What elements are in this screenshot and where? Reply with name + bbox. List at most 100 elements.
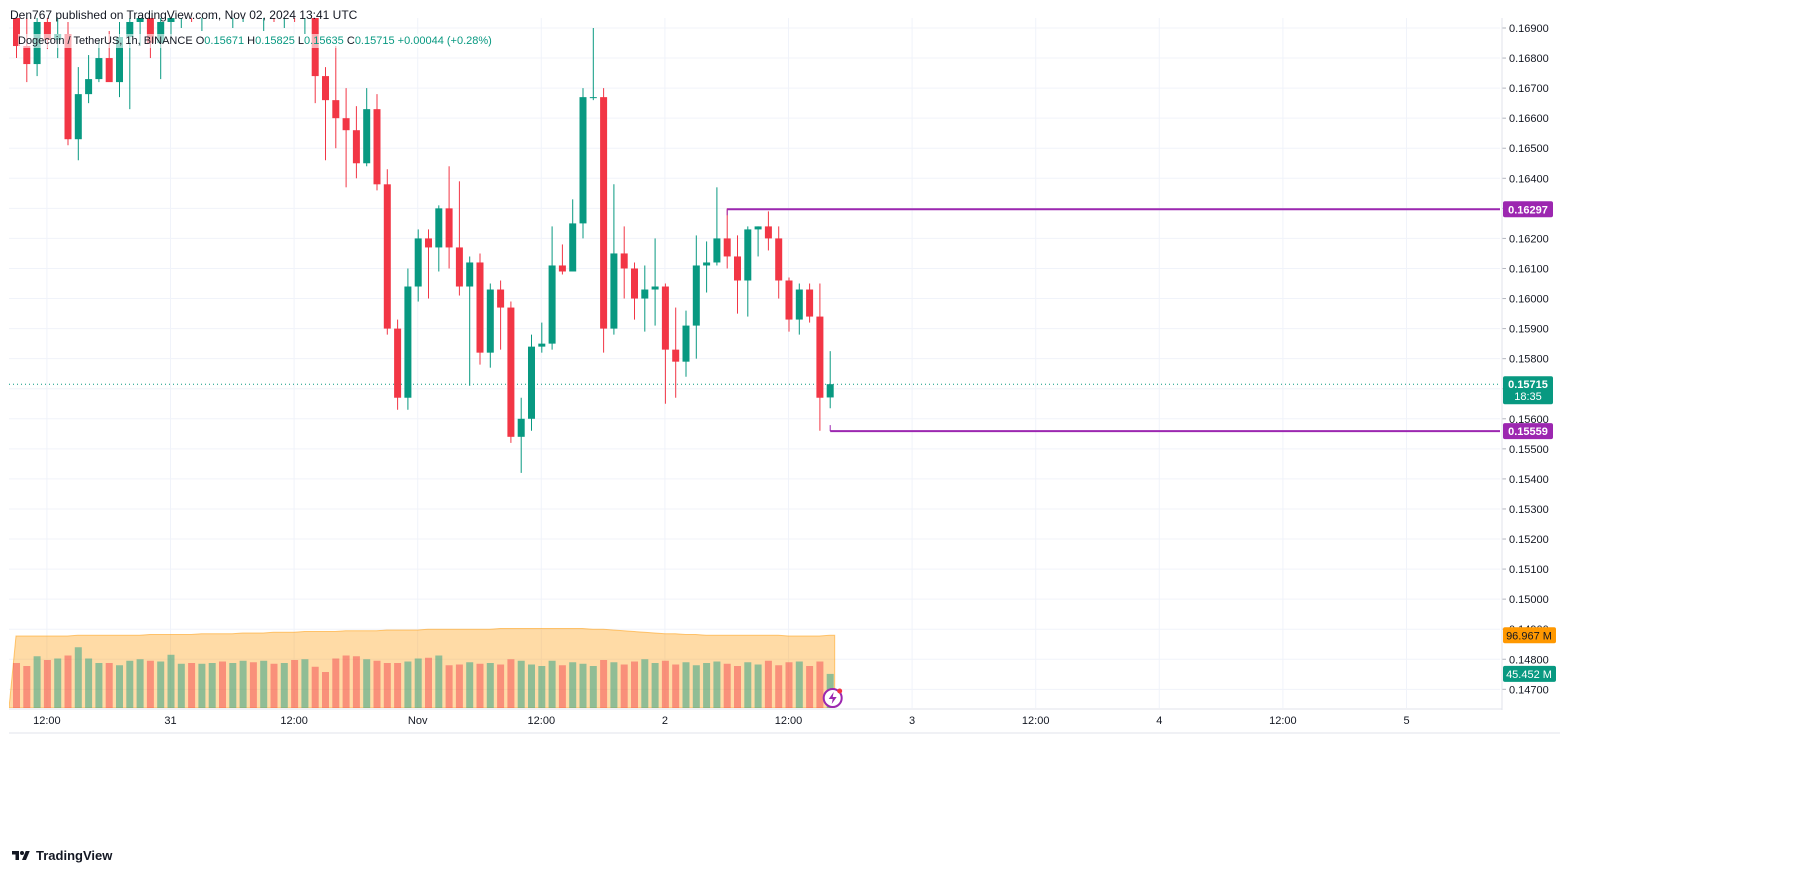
volume-bar: [445, 665, 453, 708]
volume-bar: [497, 664, 505, 708]
volume-bar: [95, 663, 103, 708]
volume-bar: [291, 660, 299, 708]
candle-body: [250, 0, 257, 4]
candle-body: [373, 109, 381, 185]
candle-body: [692, 265, 700, 326]
volume-bar: [620, 664, 628, 708]
low-label: L: [297, 35, 305, 47]
candle-body: [219, 0, 226, 7]
volume-ma-area: [9, 628, 836, 708]
volume-bar: [167, 654, 175, 708]
volume-bar: [219, 661, 226, 708]
volume-bar: [229, 663, 237, 708]
resistance-price-badge: [1503, 201, 1553, 218]
tradingview-footer[interactable]: TradingView: [10, 848, 112, 863]
volume-bar: [23, 666, 31, 708]
volume-bar: [569, 662, 577, 708]
y-tick-label: 0.15600: [1509, 414, 1549, 426]
volume-bar: [74, 647, 82, 708]
candle-body: [569, 223, 577, 272]
candle-body: [775, 238, 783, 281]
candle-body: [281, 1, 288, 7]
volume-bar: [764, 660, 772, 708]
candle-body: [486, 289, 494, 353]
volume-bar: [425, 657, 432, 708]
countdown-label: 18:35: [1514, 391, 1542, 403]
volume-bar: [579, 663, 587, 708]
y-tick-label: 0.15800: [1509, 354, 1549, 366]
volume-bar: [589, 666, 597, 708]
y-tick-label: 0.16000: [1509, 294, 1549, 306]
volume-bar: [332, 658, 340, 708]
candle-body: [157, 21, 165, 44]
candle-body: [682, 325, 690, 362]
candle-body: [425, 238, 432, 248]
volume-bar: [136, 659, 144, 708]
candle-body: [74, 94, 82, 140]
candle-body: [209, 0, 216, 4]
candle-body: [126, 21, 134, 38]
y-tick-label: 0.14800: [1509, 654, 1549, 666]
candle-body: [672, 349, 680, 362]
publish-text: Den767 published on TradingView.com, Nov…: [10, 8, 358, 22]
volume-bar: [435, 655, 443, 708]
candle-body: [146, 18, 154, 44]
volume-bar: [239, 660, 247, 708]
x-tick-label: 5: [1403, 715, 1409, 727]
current-price-label: 0.15715: [1508, 379, 1548, 391]
volume-bar: [280, 663, 288, 708]
candle-body: [116, 37, 123, 83]
volume-bar: [33, 656, 41, 708]
candle-body: [661, 286, 669, 350]
volume-bar: [672, 664, 680, 708]
y-tick-label: 0.15100: [1509, 564, 1549, 576]
volume-bar: [342, 655, 350, 708]
volume-bar: [352, 656, 360, 708]
volume-bar: [486, 663, 494, 708]
tradingview-brand: TradingView: [36, 848, 113, 863]
x-tick-label: 12:00: [528, 715, 556, 727]
close-value: 0.15715: [354, 35, 395, 47]
resistance-price-label: 0.16297: [1508, 204, 1548, 216]
candle-body: [651, 286, 659, 290]
candle-body: [507, 307, 515, 437]
volume-bar: [775, 665, 783, 708]
y-tick-label: 0.14700: [1509, 684, 1549, 696]
candle-body: [64, 34, 72, 140]
candle-body: [579, 97, 587, 224]
candle-body: [198, 4, 205, 7]
volume-bar: [651, 663, 659, 708]
y-tick-label: 0.15000: [1509, 594, 1549, 606]
candle-body: [352, 130, 360, 164]
volume-bar: [641, 659, 649, 708]
x-tick-label: 12:00: [33, 715, 61, 727]
candle-body: [713, 238, 721, 263]
volume-bar: [270, 663, 278, 708]
volume-bar: [260, 660, 268, 708]
x-tick-label: Nov: [408, 715, 428, 727]
y-tick-label: 0.15900: [1509, 324, 1549, 336]
y-tick-label: 0.15400: [1509, 474, 1549, 486]
candle-body: [167, 18, 175, 22]
grid-lines: [9, 18, 1500, 708]
notification-dot: [837, 688, 843, 694]
y-tick-label: 0.16500: [1509, 143, 1549, 155]
lightning-icon[interactable]: [822, 688, 843, 708]
volume-bar: [157, 661, 165, 708]
volume-bar: [126, 660, 134, 708]
volume-bar: [692, 665, 700, 708]
candle-body: [383, 184, 391, 329]
high-label: H: [247, 35, 256, 47]
x-tick-label: 31: [164, 715, 176, 727]
candle-body: [466, 262, 474, 287]
volume-bar: [631, 661, 638, 708]
candle-body: [785, 280, 793, 320]
volume-bar: [198, 663, 206, 708]
volume-bar: [363, 659, 371, 708]
candle-body: [23, 46, 31, 65]
symbol-name[interactable]: Dogecoin / TetherUS, 1h, BINANCE: [18, 35, 193, 47]
volume-bar: [394, 663, 402, 708]
candle-body: [476, 262, 484, 353]
volume-bar: [682, 662, 690, 708]
